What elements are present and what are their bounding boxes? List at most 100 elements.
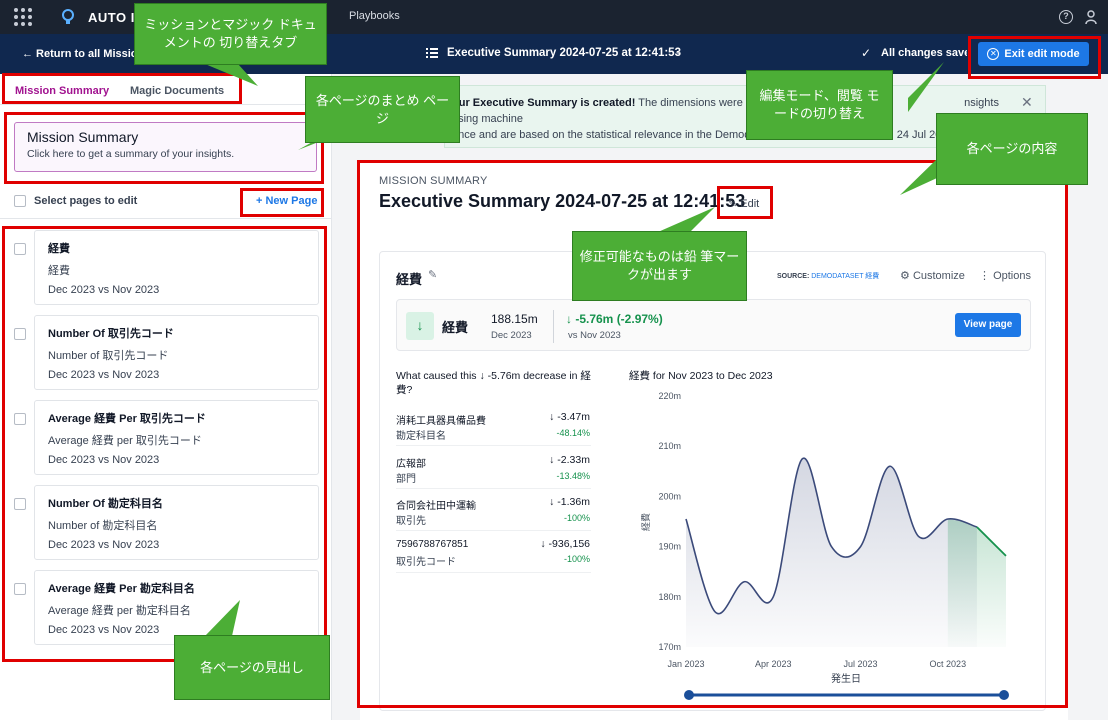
annotation-frame (357, 160, 1068, 708)
cause-value: ↓ -2.33m (549, 454, 590, 466)
new-page-button[interactable]: + New Page (256, 195, 318, 207)
gear-icon: ⚙ (900, 270, 910, 282)
return-to-missions-link[interactable]: ← Return to all Missions (22, 48, 140, 60)
exit-edit-mode-label: Exit edit mode (1004, 48, 1080, 60)
callout-pointer (900, 159, 937, 195)
y-tick-label: 200m (658, 491, 681, 501)
page-subtitle: Average 経費 per 勘定科目名 (48, 605, 191, 617)
callout-pointer (658, 207, 715, 232)
source-value: DEMODATASET 経費 (811, 273, 880, 280)
cause-value: ↓ -1.36m (549, 496, 590, 508)
y-tick-label: 220m (658, 391, 681, 401)
page-list-item[interactable]: Average 経費 Per 勘定科目名 Average 経費 per 勘定科目… (34, 570, 319, 645)
page-checkbox[interactable] (14, 583, 26, 595)
callout-content-note: 各ページの内容 (936, 113, 1088, 185)
arrow-down-icon: ↓ (406, 312, 434, 340)
close-circle-icon: ✕ (987, 48, 1000, 60)
page-subtitle: Number of 取引先コード (48, 350, 169, 362)
divider (396, 530, 591, 531)
range-slider-handle (999, 690, 1009, 700)
annotation-frame (968, 36, 1101, 79)
close-icon[interactable]: ✕ (1021, 94, 1033, 110)
page-checkbox[interactable] (14, 498, 26, 510)
page-checkbox[interactable] (14, 413, 26, 425)
lightbulb-icon (62, 9, 74, 24)
cause-category: 取引先 (396, 516, 426, 527)
page-subtitle: Average 経費 per 取引先コード (48, 435, 202, 447)
section-label: MISSION SUMMARY (379, 175, 488, 187)
pencil-icon[interactable]: ✎ (428, 269, 438, 281)
view-page-button[interactable]: View page (955, 313, 1021, 337)
banner-line1: The dimensions were au (635, 97, 759, 109)
insight-card-title: 経費 (396, 272, 423, 287)
y-axis-label: 経費 (640, 513, 651, 531)
user-icon[interactable] (1084, 9, 1098, 25)
page-date: Dec 2023 vs Nov 2023 (48, 454, 160, 466)
page-title: Number Of 取引先コード (48, 328, 174, 340)
divider (0, 104, 332, 105)
cause-name: 合同会社田中運輸 (396, 501, 476, 512)
mission-summary-title: Mission Summary (27, 129, 139, 145)
page-title: Average 経費 Per 取引先コード (48, 413, 206, 425)
page-title: 経費 (48, 243, 70, 255)
nav-item-playbooks[interactable]: Playbooks (349, 10, 400, 22)
list-icon (426, 48, 438, 58)
options-button[interactable]: ⋮ Options (979, 269, 1031, 282)
mission-summary-card[interactable]: Mission Summary Click here to get a summ… (14, 122, 317, 172)
tab-mission-summary[interactable]: Mission Summary (15, 85, 110, 97)
x-tick-label: Jan 2023 (667, 659, 704, 669)
app-grid-icon[interactable] (14, 8, 32, 26)
page-list-item[interactable]: Average 経費 Per 取引先コード Average 経費 per 取引先… (34, 400, 319, 475)
page-date: Dec 2023 vs Nov 2023 (48, 284, 160, 296)
page-list-item[interactable]: Number Of 取引先コード Number of 取引先コード Dec 20… (34, 315, 319, 390)
more-vertical-icon: ⋮ (979, 270, 990, 282)
cause-category: 部門 (396, 474, 416, 485)
cause-title: What caused this ↓ -5.76m decrease in 経費… (396, 370, 591, 396)
range-slider-handle (684, 690, 694, 700)
customize-label: Customize (912, 270, 965, 282)
tab-magic-documents[interactable]: Magic Documents (130, 85, 225, 97)
mission-summary-subtitle: Click here to get a summary of your insi… (27, 148, 235, 160)
divider (553, 310, 554, 343)
edit-title-button[interactable]: ✎ Edit (728, 198, 760, 210)
cause-percent: -13.48% (556, 471, 590, 481)
select-pages-label: Select pages to edit (34, 195, 138, 207)
page-date: Dec 2023 vs Nov 2023 (48, 539, 160, 551)
chart-highlight-line (976, 526, 1007, 557)
callout-pointer (205, 600, 240, 636)
select-pages-checkbox[interactable] (14, 195, 26, 207)
document-title-dropdown[interactable]: Executive Summary 2024-07-25 at 12:41:53 (447, 47, 681, 59)
source-label: SOURCE: (777, 273, 810, 280)
divider (0, 218, 332, 219)
y-tick-label: 180m (658, 592, 681, 602)
cause-value: ↓ -3.47m (549, 411, 590, 423)
page-title: Executive Summary 2024-07-25 at 12:41:53 (379, 191, 746, 211)
exit-edit-mode-button[interactable]: ✕ Exit edit mode (978, 42, 1089, 66)
cause-category: 取引先コード (396, 557, 456, 568)
banner-headline: our Executive Summary is created! (452, 97, 636, 109)
page-title: Number Of 勘定科目名 (48, 498, 163, 510)
callout-headings-note: 各ページの見出し (174, 635, 330, 700)
page-subtitle: Number of 勘定科目名 (48, 520, 158, 532)
chevron-down-icon[interactable]: ⌄ (674, 46, 683, 57)
page-title: Average 経費 Per 勘定科目名 (48, 583, 195, 595)
callout-pointer (908, 62, 944, 112)
callout-summary-note: 各ページのまとめ ページ (305, 76, 460, 143)
chart-series-line (685, 457, 978, 615)
page-list-item[interactable]: 経費 経費 Dec 2023 vs Nov 2023 (34, 230, 319, 305)
chart-highlight-area (947, 518, 1006, 647)
page-list-item[interactable]: Number Of 勘定科目名 Number of 勘定科目名 Dec 2023… (34, 485, 319, 560)
cause-name: 広報部 (396, 459, 426, 470)
page-checkbox[interactable] (14, 243, 26, 255)
x-tick-label: Oct 2023 (930, 659, 967, 669)
save-status: All changes saved (881, 47, 967, 59)
page-date: Dec 2023 vs Nov 2023 (48, 624, 160, 636)
x-tick-label: Jul 2023 (844, 659, 878, 669)
customize-button[interactable]: ⚙ Customize (900, 269, 965, 282)
divider (396, 572, 591, 573)
page-checkbox[interactable] (14, 328, 26, 340)
annotation-frame (240, 188, 324, 217)
x-tick-label: Apr 2023 (755, 659, 792, 669)
help-icon[interactable]: ? (1059, 10, 1073, 24)
